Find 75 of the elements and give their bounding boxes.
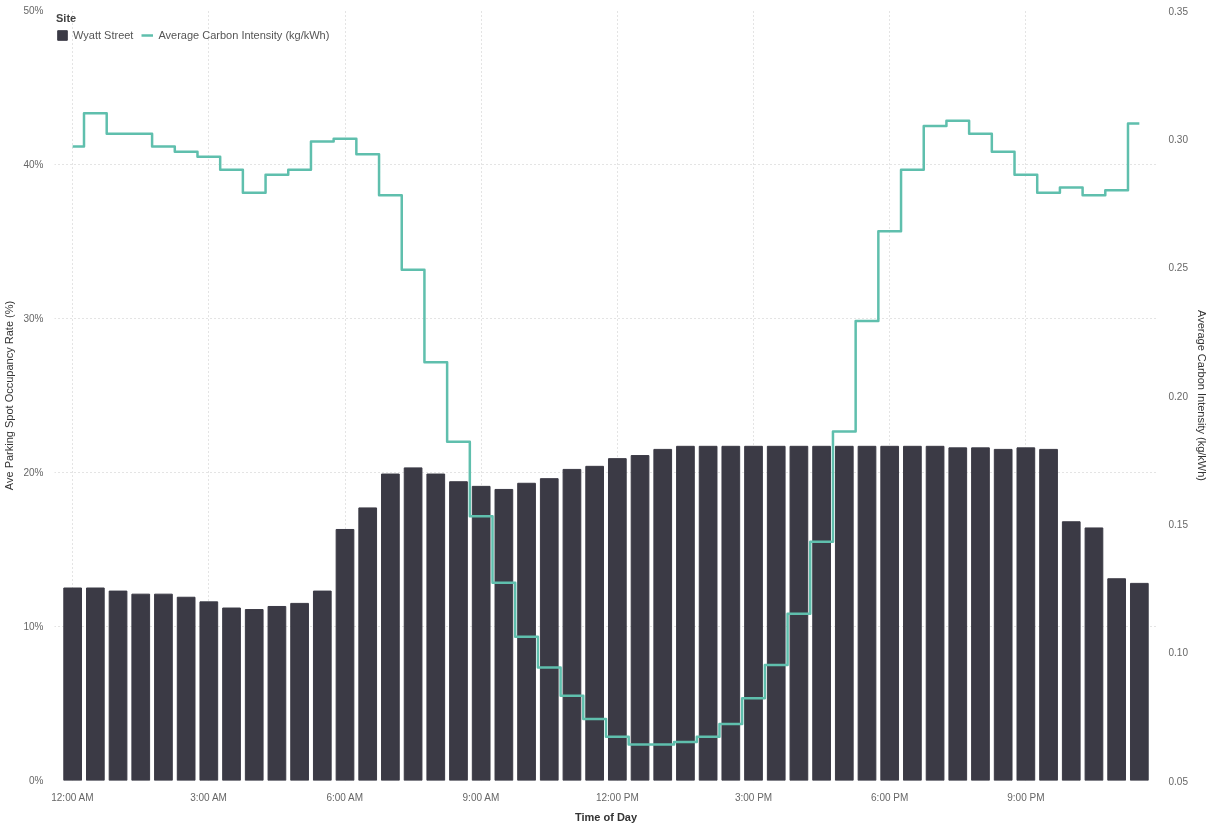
bar bbox=[993, 448, 1013, 781]
y2-tick-label: 0.25 bbox=[1168, 262, 1189, 274]
bar bbox=[222, 607, 241, 781]
y2-axis-title: Average Carbon Intensity (kg/kWh) bbox=[1195, 310, 1208, 481]
y-axis-title: Ave Parking Spot Occupancy Rate (%) bbox=[3, 300, 16, 491]
bar bbox=[585, 465, 604, 781]
bar bbox=[1129, 582, 1149, 781]
bar bbox=[267, 605, 287, 781]
bar bbox=[449, 481, 468, 781]
x-tick-label: 6:00 AM bbox=[326, 791, 364, 803]
y-tick-label: 50% bbox=[23, 5, 44, 16]
bar bbox=[766, 445, 786, 781]
bar bbox=[562, 468, 582, 781]
bar bbox=[721, 445, 741, 781]
bar bbox=[1016, 447, 1036, 781]
bar bbox=[86, 587, 105, 781]
bar bbox=[312, 590, 332, 781]
legend-label: Wyatt Street bbox=[73, 29, 134, 41]
y2-tick-label: 0.20 bbox=[1168, 390, 1189, 402]
x-tick-label: 12:00 AM bbox=[51, 791, 94, 803]
bar bbox=[131, 593, 151, 781]
bar bbox=[1084, 527, 1104, 781]
bar bbox=[608, 458, 627, 781]
bar bbox=[381, 473, 400, 781]
bar bbox=[812, 445, 831, 781]
x-axis-title: Time of Day bbox=[574, 810, 638, 823]
y2-tick-label: 0.15 bbox=[1168, 518, 1189, 530]
bar bbox=[1039, 448, 1058, 781]
bar bbox=[244, 609, 264, 781]
y2-tick-label: 0.10 bbox=[1168, 647, 1189, 659]
x-tick-label: 9:00 PM bbox=[1007, 791, 1045, 803]
x-tick-label: 9:00 AM bbox=[462, 791, 500, 803]
x-tick-label: 6:00 PM bbox=[871, 791, 909, 803]
bar bbox=[426, 473, 446, 781]
bar bbox=[744, 445, 763, 781]
bar bbox=[108, 590, 128, 781]
bar bbox=[199, 601, 219, 781]
y-tick-label: 30% bbox=[23, 313, 44, 324]
bar bbox=[653, 448, 673, 781]
x-tick-label: 3:00 PM bbox=[734, 791, 773, 803]
legend-title: Site bbox=[56, 12, 78, 24]
bar bbox=[903, 445, 922, 781]
bar bbox=[834, 445, 854, 781]
y2-tick-label: 0.05 bbox=[1168, 775, 1189, 787]
bar bbox=[698, 445, 718, 781]
bar bbox=[154, 593, 173, 781]
bar bbox=[789, 445, 809, 781]
bar bbox=[335, 528, 355, 781]
bar bbox=[630, 455, 650, 781]
y2-tick-label: 0.30 bbox=[1168, 133, 1189, 145]
bar bbox=[494, 488, 514, 781]
bar bbox=[948, 447, 968, 781]
x-tick-label: 12:00 PM bbox=[595, 791, 639, 803]
bar bbox=[358, 507, 378, 781]
bar bbox=[880, 445, 900, 781]
bar bbox=[63, 587, 83, 781]
bar bbox=[403, 467, 423, 781]
legend-label: Average Carbon Intensity (kg/kWh) bbox=[158, 29, 330, 41]
bar bbox=[1061, 521, 1081, 781]
bar bbox=[517, 482, 536, 781]
y-tick-label: 0% bbox=[29, 775, 44, 786]
bar bbox=[1107, 578, 1126, 781]
bar bbox=[925, 445, 945, 781]
bar bbox=[971, 447, 990, 781]
x-tick-label: 3:00 AM bbox=[190, 791, 227, 803]
y-tick-label: 40% bbox=[23, 159, 44, 170]
y-tick-label: 10% bbox=[23, 621, 44, 632]
bar bbox=[471, 485, 491, 781]
bar bbox=[176, 596, 196, 781]
bar bbox=[857, 445, 877, 781]
bar bbox=[676, 445, 695, 781]
bar bbox=[539, 478, 559, 781]
bar bbox=[290, 602, 309, 781]
y2-tick-label: 0.35 bbox=[1168, 5, 1189, 17]
y-tick-label: 20% bbox=[23, 467, 44, 478]
